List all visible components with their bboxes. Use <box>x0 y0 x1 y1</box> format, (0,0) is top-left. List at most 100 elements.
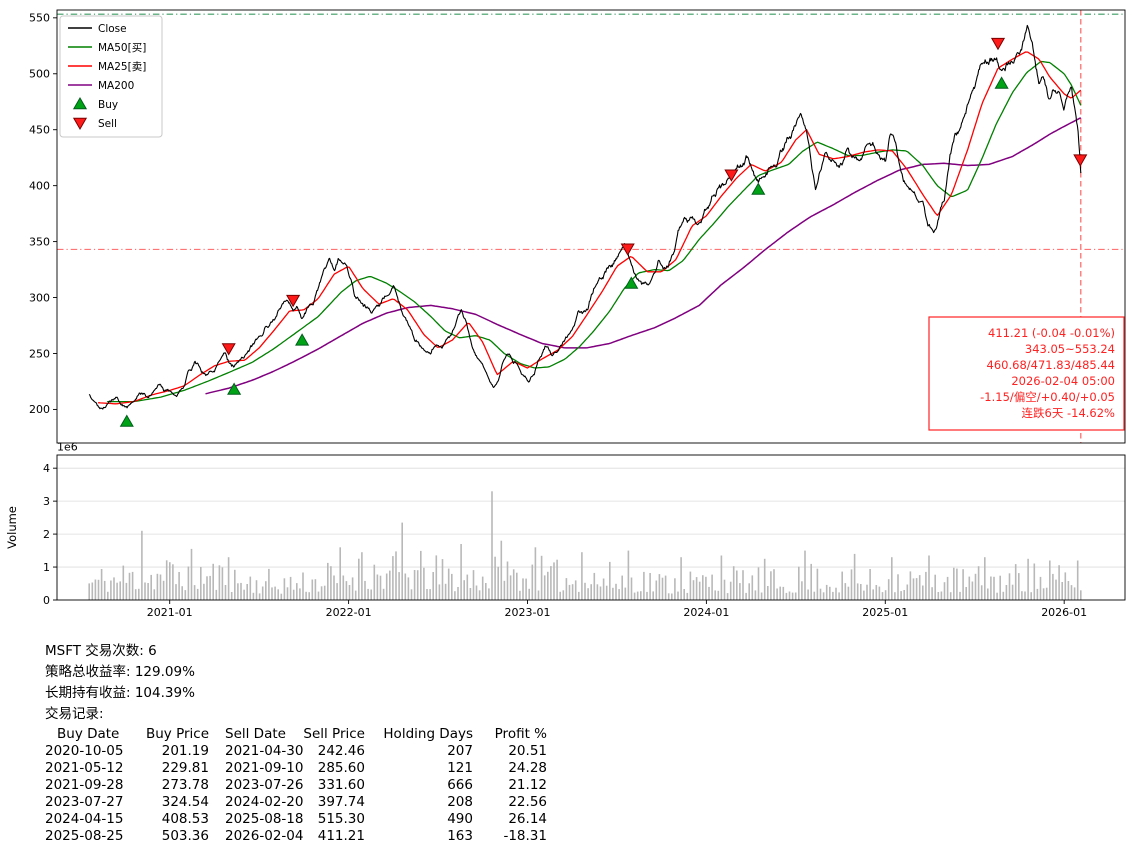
legend-label: MA25[卖] <box>98 61 146 73</box>
buy-marker <box>994 76 1009 89</box>
sell-date: 2024-02-20 <box>225 794 304 810</box>
buy-date: 2020-10-05 <box>45 743 124 759</box>
sell-marker <box>620 243 635 256</box>
annotation-box: 411.21 (-0.04 -0.01%) 343.05~553.24 460.68… <box>928 316 1125 431</box>
ma200-line <box>205 117 1082 395</box>
volume-ytick-label: 4 <box>43 462 50 475</box>
profit-pct: 22.56 <box>508 794 547 810</box>
buy-price: 201.19 <box>161 743 209 759</box>
trade-row: 2021-05-12 229.81 2021-09-10 285.60 121 24.28 <box>45 760 547 777</box>
buy-price: 273.78 <box>161 777 209 793</box>
sell-marker <box>724 169 739 182</box>
trade-row: 2021-09-28 273.78 2023-07-26 331.60 666 21.12 <box>45 777 547 794</box>
trades-header-buy-price: Buy Price <box>145 726 209 742</box>
annotation-line: 411.21 (-0.04 -0.01%) <box>988 326 1115 340</box>
legend: Close MA50[买] MA25[卖] MA200 Buy Sell <box>59 15 163 138</box>
trades-header-holding-days: Holding Days <box>383 726 473 742</box>
buy-marker <box>751 182 766 195</box>
annotation-line: -1.15/偏空/+0.40/+0.05 <box>980 390 1115 404</box>
sell-price: 331.60 <box>317 777 365 793</box>
price-ytick-label: 200 <box>29 403 50 416</box>
trade-row: 2023-07-27 324.54 2024-02-20 397.74 208 22.56 <box>45 794 547 811</box>
buy-date: 2025-08-25 <box>45 828 124 844</box>
profit-pct: -18.31 <box>503 828 547 844</box>
buy-date: 2024-04-15 <box>45 811 124 827</box>
price-ytick-label: 400 <box>29 179 50 192</box>
holding-days: 163 <box>447 828 473 844</box>
x-tick-label: 2022-01 <box>326 606 372 619</box>
trades-table: Buy Date Buy Price Sell Date Sell Price Hold… <box>45 726 547 845</box>
sell-marker <box>72 117 88 131</box>
sell-price: 285.60 <box>317 760 365 776</box>
buy-date: 2023-07-27 <box>45 794 124 810</box>
annotation-line: 连跌6天 -14.62% <box>1022 406 1116 420</box>
price-ytick-label: 300 <box>29 291 50 304</box>
volume-bars <box>88 491 1082 600</box>
holding-days: 490 <box>447 811 473 827</box>
profit-pct: 26.14 <box>508 811 547 827</box>
trade-row: 2024-04-15 408.53 2025-08-18 515.30 490 26.14 <box>45 811 547 828</box>
price-ytick-label: 250 <box>29 347 50 360</box>
sell-price: 242.46 <box>317 743 365 759</box>
buy-marker <box>227 382 242 395</box>
trades-header-sell-price: Sell Price <box>303 726 365 742</box>
trade-markers <box>119 37 1088 427</box>
price-series <box>88 24 1082 410</box>
legend-label: Sell <box>98 118 117 130</box>
volume-axes <box>56 454 1126 601</box>
profit-pct: 24.28 <box>508 760 547 776</box>
annotation-line: 2026-02-04 05:00 <box>1011 374 1115 388</box>
sell-marker <box>286 294 301 308</box>
price-ytick-label: 350 <box>29 235 50 248</box>
buy-marker <box>624 276 639 289</box>
summary-strategy-return: 策略总收益率: 129.09% <box>45 664 195 680</box>
axes: 200 250 300 350 400 450 500 550 0 1 2 3 4 2021-01 2022… <box>5 9 1126 619</box>
trade-row: 2020-10-05 201.19 2021-04-30 242.46 207 20.51 <box>45 743 547 760</box>
sell-date: 2026-02-04 <box>225 828 304 844</box>
buy-marker <box>72 96 88 110</box>
annotation-line: 460.68/471.83/485.44 <box>987 358 1115 372</box>
stock-chart: 200 250 300 350 400 450 500 550 0 1 2 3 4 2021-01 2022… <box>5 9 1126 619</box>
summary-block: MSFT 交易次数: 6 策略总收益率: 129.09% 长期持有收益: 104… <box>45 641 547 845</box>
sell-date: 2021-04-30 <box>225 743 304 759</box>
summary-hold-return: 长期持有收益: 104.39% <box>45 685 195 701</box>
trades-header-row: Buy Date Buy Price Sell Date Sell Price Hold… <box>45 726 547 743</box>
sell-date: 2021-09-10 <box>225 760 304 776</box>
ma50-line <box>107 60 1082 403</box>
close-line <box>88 24 1082 410</box>
volume-ytick-label: 0 <box>43 594 50 607</box>
x-tick-label: 2026-01 <box>1041 606 1087 619</box>
sell-date: 2025-08-18 <box>225 811 304 827</box>
buy-price: 503.36 <box>161 828 209 844</box>
holding-days: 666 <box>447 777 473 793</box>
volume-ytick-label: 1 <box>43 561 50 574</box>
holding-days: 207 <box>447 743 473 759</box>
trades-header-profit-pct: Profit % <box>494 726 547 742</box>
profit-pct: 21.12 <box>508 777 547 793</box>
volume-ytick-label: 2 <box>43 528 50 541</box>
buy-price: 408.53 <box>161 811 209 827</box>
price-ytick-label: 450 <box>29 124 50 137</box>
trades-header-sell-date: Sell Date <box>225 726 286 742</box>
price-ytick-label: 500 <box>29 68 50 81</box>
legend-label: MA50[买] <box>98 42 146 54</box>
holding-days: 208 <box>447 794 473 810</box>
sell-price: 397.74 <box>317 794 365 810</box>
sell-marker <box>1073 154 1088 167</box>
sell-price: 515.30 <box>317 811 365 827</box>
sell-date: 2023-07-26 <box>225 777 304 793</box>
volume-scale-label: 1e6 <box>57 441 78 454</box>
volume-ytick-label: 3 <box>43 495 50 508</box>
legend-label: Close <box>98 23 127 35</box>
buy-date: 2021-05-12 <box>45 760 124 776</box>
legend-label: MA200 <box>98 80 134 92</box>
x-tick-label: 2023-01 <box>505 606 551 619</box>
x-tick-label: 2025-01 <box>862 606 908 619</box>
legend-label: Buy <box>98 99 118 111</box>
annotation-line: 343.05~553.24 <box>1025 342 1115 356</box>
price-ytick-label: 550 <box>29 12 50 25</box>
sell-price: 411.21 <box>317 828 365 844</box>
volume-gridlines <box>57 467 1125 568</box>
x-tick-label: 2024-01 <box>683 606 729 619</box>
